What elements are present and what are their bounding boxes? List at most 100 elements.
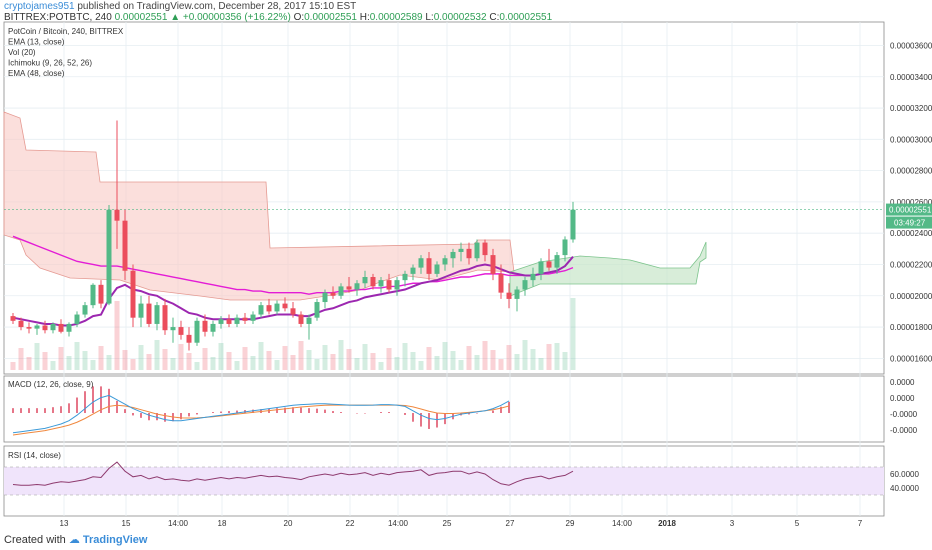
candle-body [282, 303, 288, 309]
macd-tick-label: 0.0000 [890, 378, 915, 387]
candle-body [274, 303, 280, 312]
candle-body [122, 220, 128, 271]
candle-body [394, 280, 400, 290]
macd-tick-label: -0.0000 [890, 426, 918, 435]
candle-body [354, 283, 360, 290]
volume-bar [338, 340, 344, 370]
candle-body [570, 209, 576, 240]
volume-bar [242, 347, 248, 370]
volume-bar [42, 352, 48, 370]
volume-bar [50, 361, 56, 370]
volume-bar [138, 345, 144, 370]
candle-body [18, 320, 24, 328]
x-tick-label: 2018 [658, 519, 676, 528]
candle-body [538, 261, 544, 274]
candle-body [490, 255, 496, 274]
close-label: C: [489, 12, 500, 23]
candle-body [466, 248, 472, 259]
candle-body [82, 305, 88, 315]
candle-body [562, 239, 568, 256]
tradingview-logo-icon: ☁ [68, 534, 80, 546]
volume-bar [522, 340, 528, 370]
x-tick-label: 14:00 [612, 519, 633, 528]
candle-body [314, 302, 320, 318]
rsi-tick-label: 60.0000 [890, 470, 919, 479]
candle-body [218, 319, 224, 324]
volume-bar [330, 354, 336, 370]
price-tick-label: 0.00003600 [890, 41, 932, 50]
volume-bar [458, 360, 464, 370]
volume-bar [178, 344, 184, 370]
volume-bar [442, 342, 448, 370]
ichimoku-cloud-bullish [509, 241, 707, 297]
candle-body [178, 327, 184, 335]
last-price: 0.00002551 [114, 12, 168, 23]
volume-bar [346, 349, 352, 370]
volume-bar [322, 345, 328, 370]
x-tick-label: 22 [346, 519, 355, 528]
volume-bar [66, 356, 72, 370]
volume-bar [250, 356, 256, 370]
candle-body [386, 280, 392, 290]
publish-line: cryptojames951 published on TradingView.… [4, 1, 356, 12]
candle-body [58, 323, 64, 332]
x-tick-label: 15 [122, 519, 131, 528]
x-tick-label: 3 [730, 519, 735, 528]
macd-tick-label: -0.0000 [890, 410, 918, 419]
volume-bar [202, 348, 208, 370]
symbol-label: BITTREX:POTBTC, 240 [4, 12, 112, 23]
price-tick-label: 0.00003000 [890, 135, 932, 144]
candle-body [474, 242, 480, 259]
volume-bar [482, 341, 488, 370]
price-tick-label: 0.00002400 [890, 229, 932, 238]
volume-bar [282, 346, 288, 370]
volume-bar [498, 359, 504, 370]
candle-body [346, 286, 352, 290]
candle-body [442, 258, 448, 265]
rsi-band [4, 467, 884, 495]
candle-body [546, 261, 552, 268]
candle-body [50, 323, 56, 331]
countdown-tag-label: 03:49:27 [894, 219, 926, 228]
candle-body [266, 305, 272, 312]
volume-bar [122, 350, 128, 370]
high-label: H: [359, 12, 370, 23]
candle-body [514, 289, 520, 299]
volume-bar [402, 343, 408, 370]
volume-bar [34, 343, 40, 370]
author-link[interactable]: cryptojames951 [4, 1, 75, 12]
x-tick-label: 7 [858, 519, 863, 528]
x-tick-label: 29 [566, 519, 575, 528]
volume-bar [362, 344, 368, 370]
volume-bar [210, 357, 216, 370]
legend-entry: PotCoin / Bitcoin, 240, BITTREX [8, 27, 124, 36]
candle-body [202, 320, 208, 332]
x-tick-label: 14:00 [388, 519, 409, 528]
volume-bar [74, 342, 80, 370]
candle-body [418, 258, 424, 268]
volume-bar [170, 358, 176, 370]
candle-body [290, 308, 296, 315]
x-tick-label: 25 [443, 519, 452, 528]
last-price-tag [886, 203, 932, 216]
legend-entry: EMA (48, close) [8, 69, 65, 78]
candle-body [450, 251, 456, 259]
candle-body [410, 267, 416, 274]
candle-body [10, 316, 16, 321]
volume-bar [58, 347, 64, 370]
candle-body [482, 242, 488, 256]
candle-body [370, 277, 376, 287]
candle-body [146, 303, 152, 324]
tradingview-brand[interactable]: TradingView [82, 534, 148, 546]
volume-bar [554, 343, 560, 370]
legend-entry: EMA (13, close) [8, 38, 65, 47]
candle-body [306, 317, 312, 324]
x-tick-label: 14:00 [168, 519, 189, 528]
candle-body [258, 305, 264, 315]
candle-body [42, 325, 48, 331]
volume-bar [434, 356, 440, 370]
volume-bar [506, 345, 512, 370]
price-chart[interactable]: 0.00003600 0.00003400 0.00003200 0.00003000… [0, 0, 932, 530]
candle-body [66, 323, 72, 332]
volume-bar [162, 349, 168, 370]
